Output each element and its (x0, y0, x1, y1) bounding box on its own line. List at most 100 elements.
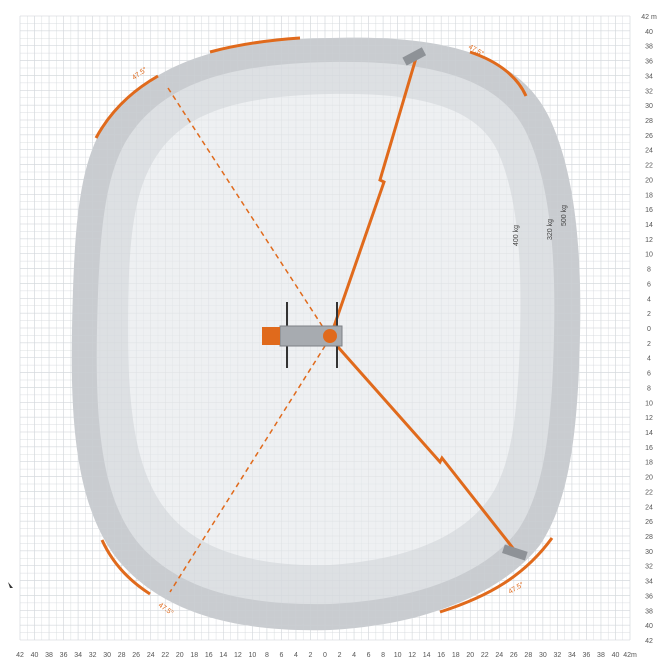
x-tick-label: 22 (481, 652, 489, 659)
x-tick-label: 30 (103, 652, 111, 659)
y-tick-label: 38 (645, 608, 653, 615)
y-tick-label: 40 (645, 29, 653, 36)
y-tick-label: 26 (645, 133, 653, 140)
x-tick-label: 38 (597, 652, 605, 659)
platform-upper (402, 47, 427, 66)
y-tick-label: 36 (645, 59, 653, 66)
x-tick-label: 26 (132, 652, 140, 659)
y-tick-label: 8 (647, 385, 651, 392)
x-tick-label: 14 (219, 652, 227, 659)
x-tick-label: 0 (323, 652, 327, 659)
envelope-label-320kg: 320 kg (547, 219, 554, 240)
x-tick-label: 8 (265, 652, 269, 659)
y-tick-label: 22 (645, 163, 653, 170)
chassis (262, 302, 343, 368)
x-tick-label: 16 (437, 652, 445, 659)
x-tick-label: 28 (524, 652, 532, 659)
y-tick-label: 20 (645, 177, 653, 184)
y-tick-label: 24 (645, 148, 653, 155)
y-tick-label: 18 (645, 192, 653, 199)
y-tick-label: 10 (645, 252, 653, 259)
x-tick-label: 42m (623, 652, 637, 659)
slew-limit-dashed-upper (167, 87, 331, 339)
y-tick-label: 42 m (641, 14, 657, 21)
x-tick-label: 20 (176, 652, 184, 659)
x-tick-label: 22 (161, 652, 169, 659)
x-tick-label: 40 (31, 652, 39, 659)
turntable (323, 329, 337, 343)
corner-mark (8, 582, 13, 594)
x-tick-label: 34 (568, 652, 576, 659)
envelope-label-500kg: 500 kg (561, 205, 568, 226)
x-tick-label: 6 (279, 652, 283, 659)
slew-arc-bottom-right (439, 537, 554, 614)
x-tick-label: 34 (74, 652, 82, 659)
x-tick-label: 10 (394, 652, 402, 659)
y-tick-label: 2 (647, 311, 651, 318)
x-tick-label: 18 (190, 652, 198, 659)
y-tick-label: 38 (645, 44, 653, 51)
slew-arc-bottom-left (100, 539, 151, 596)
x-tick-label: 18 (452, 652, 460, 659)
x-tick-label: 4 (294, 652, 298, 659)
y-tick-label: 6 (647, 281, 651, 288)
x-tick-label: 36 (583, 652, 591, 659)
y-tick-label: 16 (645, 207, 653, 214)
y-tick-label: 12 (645, 415, 653, 422)
boom-upper (328, 57, 418, 339)
x-tick-label: 32 (553, 652, 561, 659)
y-tick-label: 4 (647, 356, 651, 363)
x-tick-label: 28 (118, 652, 126, 659)
x-tick-label: 6 (367, 652, 371, 659)
x-tick-label: 12 (408, 652, 416, 659)
y-tick-label: 10 (645, 400, 653, 407)
x-tick-label: 30 (539, 652, 547, 659)
x-tick-label: 4 (352, 652, 356, 659)
y-tick-label: 42 (645, 638, 653, 645)
y-tick-label: 40 (645, 623, 653, 630)
slew-arc-top-right (469, 50, 528, 97)
y-tick-label: 20 (645, 475, 653, 482)
x-tick-label: 24 (147, 652, 155, 659)
x-tick-label: 2 (309, 652, 313, 659)
y-tick-label: 14 (645, 430, 653, 437)
x-tick-label: 42 (16, 652, 24, 659)
y-tick-label: 28 (645, 534, 653, 541)
boom-lower (328, 337, 518, 553)
x-tick-label: 10 (248, 652, 256, 659)
y-tick-label: 26 (645, 519, 653, 526)
x-tick-label: 32 (89, 652, 97, 659)
x-tick-label: 16 (205, 652, 213, 659)
x-tick-label: 14 (423, 652, 431, 659)
slew-arc-top (209, 36, 301, 54)
y-axis-ticks: 42 m403836343230282624222018161412108642… (641, 14, 657, 645)
x-axis-ticks: 42 40 38 36 34 32 30 28 26 24 22 20 18 16 14 12 10 8 6 4 2 0 2… (16, 652, 637, 659)
x-tick-label: 38 (45, 652, 53, 659)
y-tick-label: 32 (645, 88, 653, 95)
y-tick-label: 4 (647, 296, 651, 303)
x-tick-label: 36 (60, 652, 68, 659)
x-tick-label: 20 (466, 652, 474, 659)
x-tick-label: 24 (495, 652, 503, 659)
x-tick-label: 26 (510, 652, 518, 659)
y-tick-label: 0 (647, 326, 651, 333)
y-tick-label: 30 (645, 549, 653, 556)
envelope-label-400kg: 400 kg (513, 225, 520, 246)
y-tick-label: 24 (645, 504, 653, 511)
slew-arc-top-left (94, 74, 159, 139)
y-tick-label: 34 (645, 579, 653, 586)
y-tick-label: 16 (645, 445, 653, 452)
y-tick-label: 8 (647, 267, 651, 274)
y-tick-label: 12 (645, 237, 653, 244)
x-tick-label: 8 (381, 652, 385, 659)
y-tick-label: 34 (645, 73, 653, 80)
y-tick-label: 14 (645, 222, 653, 229)
y-tick-label: 32 (645, 564, 653, 571)
x-tick-label: 12 (234, 652, 242, 659)
x-tick-label: 40 (612, 652, 620, 659)
y-tick-label: 36 (645, 593, 653, 600)
x-tick-label: 2 (338, 652, 342, 659)
y-tick-label: 28 (645, 118, 653, 125)
platform-lower (502, 544, 528, 561)
